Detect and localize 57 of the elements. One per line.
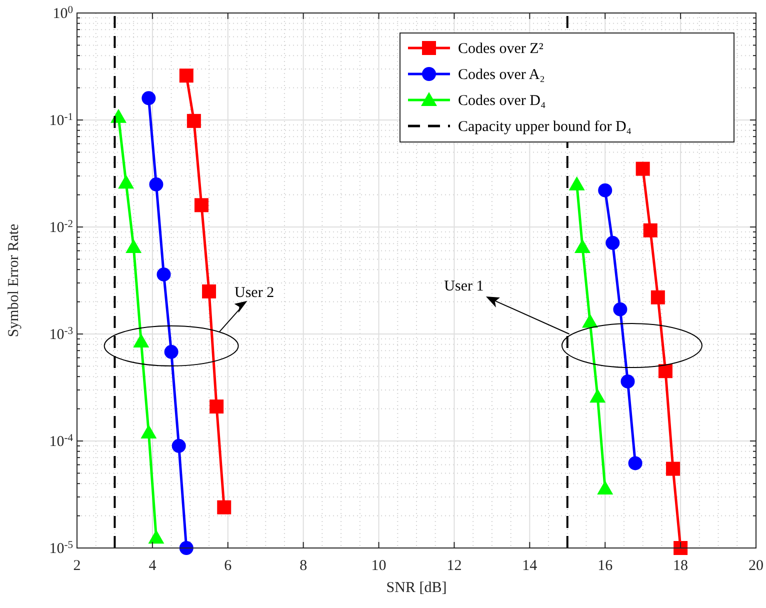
point [582,314,598,328]
point [674,541,688,555]
point [133,334,150,348]
x-tick-label: 2 [73,558,81,574]
x-tick-label: 12 [446,558,462,574]
point [217,500,232,514]
legend-label: Codes over A₂ [458,67,545,83]
point [194,198,208,212]
point [643,223,658,238]
point [666,462,680,476]
point [590,388,606,403]
point [636,162,650,176]
x-tick-label: 6 [224,558,232,574]
point [658,364,672,378]
legend-label: Capacity upper bound for D₄ [458,119,632,135]
point [628,456,642,470]
x-axis-title: SNR [dB] [386,580,447,596]
point [148,530,164,544]
annotation: User 1 [444,278,484,295]
point [650,290,665,304]
point [179,68,194,83]
point [156,267,171,282]
point [186,114,201,128]
point [118,174,134,189]
point [597,480,614,494]
point [613,302,628,316]
point [126,239,142,254]
point [179,541,194,555]
x-tick-label: 20 [748,558,764,574]
x-tick-label: 8 [300,558,308,574]
annotation: User 2 [234,284,274,301]
point [149,177,164,192]
point [574,239,590,254]
y-tick-label: 10$^{-2}$ [49,218,73,236]
point [210,400,224,414]
x-tick-label: 10 [371,558,386,574]
x-tick-label: 18 [673,558,688,574]
point [140,424,157,439]
y-tick-label: 10$^{-3}$ [49,326,73,343]
point [606,236,620,250]
point [164,344,178,359]
legend-label: Codes over D₄ [458,93,546,109]
legend-label: Codes over Z² [458,41,544,57]
y-axis-title: Symbol Error Rate [6,224,22,338]
point [598,183,612,198]
x-tick-label: 4 [148,558,157,574]
y-tick-label: 10$^{-5}$ [49,540,73,557]
point [172,438,186,453]
y-tick-label: 10$^{0}$ [52,4,73,22]
point [142,91,156,106]
point [202,284,216,298]
x-tick-label: 14 [522,558,538,574]
x-tick-label: 16 [598,558,614,574]
y-tick-label: 10$^{-1}$ [49,112,73,129]
point [568,176,585,190]
y-tick-label: 10$^{-4}$ [49,432,74,450]
point [620,374,635,388]
